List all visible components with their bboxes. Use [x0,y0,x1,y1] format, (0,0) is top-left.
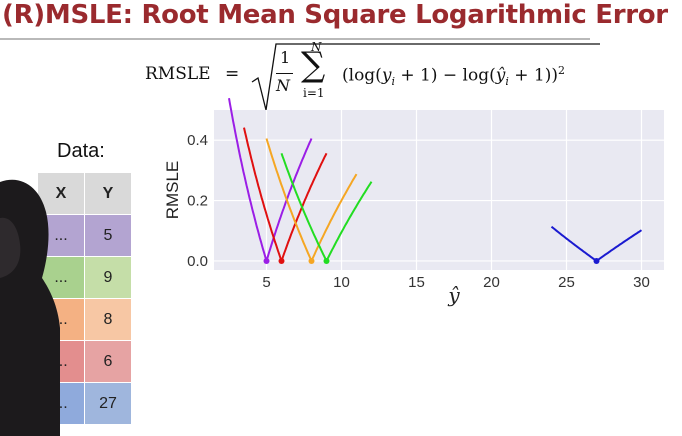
x-tick-label: 10 [333,274,350,291]
sum-upper-limit: N [311,40,322,54]
series-minimum-point [278,257,285,264]
x-tick-label: 15 [408,274,425,291]
presenter-silhouette [0,179,60,436]
cell-y: 27 [84,382,132,425]
series-minimum-point [308,257,315,264]
y-tick-label: 0.0 [187,253,208,270]
cell-y: 6 [84,340,132,383]
sum-sigma: ∑ [301,45,326,85]
x-tick-label: 5 [262,274,270,291]
header-x: X [37,172,85,215]
y-axis-label: RMSLE [163,161,182,220]
formula-lhs: RMSLE [145,64,211,84]
slide-title: (R)MSLE: Root Mean Square Logarithmic Er… [2,0,668,30]
cell-y: 8 [84,298,132,341]
header-y: Y [84,172,132,215]
fraction-bar [276,73,293,74]
sum-lower-limit: i=1 [303,86,325,100]
cell-y: 5 [84,214,132,257]
x-tick-label: 25 [558,274,575,291]
table-row: ... 27 [37,382,132,425]
data-label: Data: [57,140,105,162]
rmsle-formula: RMSLE = 1 N N ∑ i=1 (log(yi + 1) − log(ŷ… [145,40,605,112]
series-minimum-point [263,257,270,264]
y-tick-label: 0.4 [187,132,208,149]
fraction-denominator: N [276,76,290,95]
x-axis-label: ŷ [447,283,460,307]
x-tick-label: 20 [483,274,500,291]
plot-area [214,110,664,270]
formula-body: (log(yi + 1) − log(ŷi + 1))2 [342,64,565,89]
title-underline [0,38,590,40]
formula-equals: = [225,64,240,84]
x-tick-label: 30 [633,274,650,291]
fraction-numerator: 1 [280,48,291,67]
series-minimum-point [593,257,600,264]
series-minimum-point [323,257,330,264]
series-line [228,98,313,262]
series-line [243,127,328,262]
table-header-row: X Y [37,172,132,215]
y-tick-label: 0.2 [187,193,208,210]
